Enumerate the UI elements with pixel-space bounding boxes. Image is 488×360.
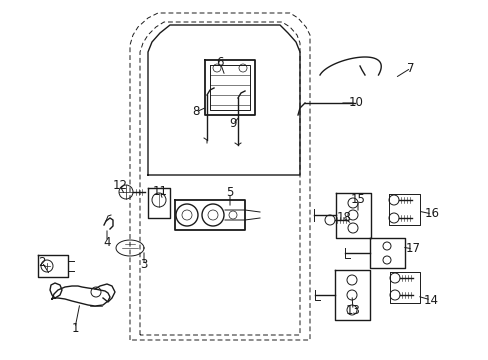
Text: 15: 15 — [350, 193, 365, 207]
Text: 8: 8 — [192, 105, 199, 118]
Text: 4: 4 — [103, 235, 110, 248]
Text: 2: 2 — [38, 256, 46, 269]
Text: 1: 1 — [71, 321, 79, 334]
Text: 7: 7 — [407, 62, 414, 75]
Text: 6: 6 — [216, 55, 224, 68]
Text: 18: 18 — [336, 211, 351, 225]
Text: 12: 12 — [112, 180, 127, 193]
Text: 9: 9 — [229, 117, 236, 130]
Text: 14: 14 — [423, 293, 438, 306]
Text: 5: 5 — [226, 186, 233, 199]
Text: 11: 11 — [152, 185, 167, 198]
Text: 3: 3 — [140, 258, 147, 271]
Text: 13: 13 — [345, 303, 360, 316]
Text: 10: 10 — [348, 96, 363, 109]
Text: 16: 16 — [424, 207, 439, 220]
Text: 17: 17 — [405, 243, 420, 256]
